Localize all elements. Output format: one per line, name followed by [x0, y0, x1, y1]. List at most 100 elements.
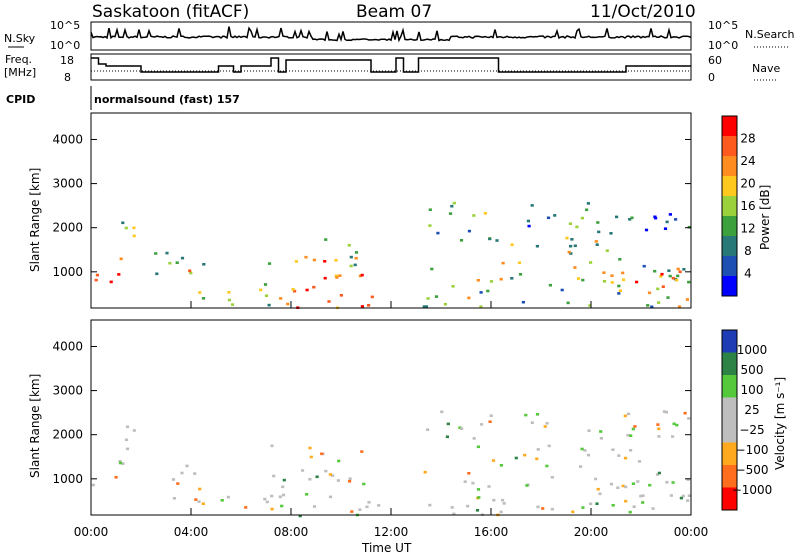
heatmap-cell [479, 291, 483, 294]
heatmap-cell [281, 485, 285, 489]
heatmap-cell [121, 221, 125, 225]
colorbar-swatch [722, 352, 737, 376]
velocity-heatmap-cells [91, 410, 691, 518]
heatmap-cell [510, 277, 514, 280]
heatmap-cell [365, 505, 369, 509]
heatmap-cell [576, 277, 581, 280]
heatmap-cell [194, 498, 198, 501]
heatmap-cell [535, 413, 540, 416]
heatmap-cell [293, 289, 297, 293]
heatmap-cell [617, 454, 621, 457]
heatmap-cell [676, 274, 680, 278]
heatmap-cell [569, 244, 573, 248]
heatmap-cell [657, 301, 661, 304]
heatmap-cell [471, 481, 475, 485]
heatmap-cell [598, 492, 602, 496]
heatmap-cell [581, 506, 585, 509]
heatmap-cell [281, 493, 286, 497]
heatmap-cell [452, 512, 456, 516]
heatmap-cell [632, 505, 636, 508]
heatmap-cell [685, 298, 689, 301]
heatmap-cell [312, 285, 316, 289]
x-tick-label: 12:00 [374, 525, 409, 539]
heatmap-cell [628, 510, 632, 514]
heatmap-cell [682, 268, 686, 271]
heatmap-cell [300, 469, 305, 472]
heatmap-cell [95, 273, 99, 277]
heatmap-cell [566, 301, 570, 305]
heatmap-cell [489, 280, 494, 283]
heatmap-cell [660, 272, 664, 276]
heatmap-cell [114, 476, 118, 479]
heatmap-cell [661, 285, 665, 288]
power-panel-frame [90, 112, 692, 309]
nsearch-tick-bottom: 10^0 [708, 39, 738, 52]
heatmap-cell [665, 220, 669, 224]
heatmap-cell [118, 461, 123, 465]
heatmap-cell [502, 502, 506, 505]
heatmap-cell [331, 474, 335, 477]
heatmap-cell [226, 495, 230, 499]
heatmap-cell [524, 413, 528, 417]
heatmap-cell [267, 262, 272, 265]
velocity-colorbar: 1000 500 100 25 −25 −100 −500 −1000 [721, 329, 772, 511]
heatmap-cell [423, 470, 427, 474]
heatmap-cell [623, 414, 627, 418]
power-ylabel: Slant Range [km] [28, 168, 42, 272]
heatmap-cell [172, 497, 176, 500]
colorbar-tick-label: −25 [739, 423, 764, 437]
heatmap-cell [683, 411, 687, 415]
heatmap-cell [671, 435, 675, 438]
heatmap-cell [348, 477, 352, 480]
heatmap-cell [168, 261, 172, 265]
heatmap-cell [350, 510, 354, 513]
colorbar-frame [721, 329, 738, 511]
colorbar-swatch [722, 156, 737, 177]
heatmap-cell [587, 429, 591, 432]
heatmap-cell [626, 412, 631, 416]
heatmap-cell [467, 296, 471, 300]
heatmap-cell [476, 488, 481, 491]
heatmap-cell [175, 261, 179, 264]
colorbar-swatch [722, 442, 737, 466]
heatmap-cell [594, 240, 598, 243]
heatmap-cell [656, 287, 660, 291]
heatmap-cell [336, 479, 340, 482]
freq-label-line1: Freq. [5, 53, 32, 66]
heatmap-cell [668, 213, 672, 216]
x-axis-label: Time UT [361, 541, 412, 554]
heatmap-cell [201, 297, 206, 300]
heatmap-cell [535, 457, 539, 461]
heatmap-cell [450, 204, 454, 208]
y-tick-label: 4000 [52, 339, 83, 353]
heatmap-cell [595, 243, 599, 246]
heatmap-cell [443, 302, 447, 306]
heatmap-cell [596, 221, 600, 224]
heatmap-cell [605, 249, 609, 252]
heatmap-cell [488, 237, 492, 241]
heatmap-cell [489, 414, 493, 417]
heatmap-cell [367, 304, 371, 307]
station-title: Saskatoon (fitACF) [92, 2, 249, 22]
heatmap-cell [354, 251, 359, 254]
heatmap-cell [655, 473, 660, 476]
heatmap-cell [518, 273, 523, 276]
heatmap-cell [308, 446, 312, 450]
colorbar-tick-label: 100 [741, 383, 764, 397]
heatmap-cell [180, 471, 184, 475]
heatmap-cell [675, 423, 679, 427]
heatmap-cell [548, 283, 552, 287]
heatmap-cell [536, 448, 540, 451]
colorbar-tick-label: 28 [740, 132, 755, 146]
heatmap-cell [565, 236, 569, 240]
heatmap-cell [567, 250, 571, 254]
heatmap-cell [546, 216, 551, 220]
heatmap-cell [124, 226, 128, 230]
heatmap-cell [117, 273, 121, 276]
heatmap-cell [282, 478, 286, 482]
heatmap-cell [499, 510, 503, 514]
heatmap-cell [358, 508, 362, 511]
heatmap-cell [687, 494, 691, 497]
heatmap-cell [334, 259, 338, 262]
heatmap-cell [586, 453, 591, 457]
